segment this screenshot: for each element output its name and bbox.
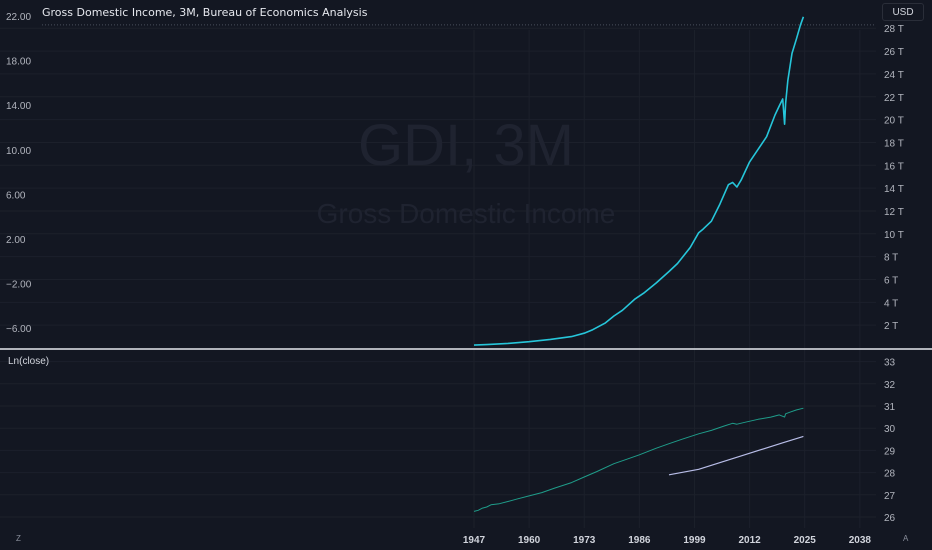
indicator-axis-tick: 26 bbox=[884, 513, 896, 524]
left-axis-tick: 10.00 bbox=[6, 146, 31, 157]
x-axis-tick: 2012 bbox=[738, 535, 761, 546]
x-axis-tick: 1986 bbox=[628, 535, 651, 546]
x-axis-tick: 1973 bbox=[573, 535, 596, 546]
left-axis-tick: −2.00 bbox=[6, 280, 32, 291]
indicator-pane-label: Ln(close) bbox=[8, 356, 50, 367]
indicator-axis-tick: 31 bbox=[884, 402, 896, 413]
secondary-line bbox=[668, 435, 804, 476]
x-axis-tick: 2038 bbox=[849, 535, 872, 546]
left-axis-tick: 14.00 bbox=[6, 101, 31, 112]
right-axis-tick: 18 T bbox=[884, 138, 904, 149]
zoom-corner-label[interactable]: Z bbox=[16, 534, 21, 543]
x-axis-tick: 2025 bbox=[794, 535, 817, 546]
left-axis-tick: −6.00 bbox=[6, 324, 32, 335]
left-axis-tick: 6.00 bbox=[6, 190, 26, 201]
indicator-axis-tick: 32 bbox=[884, 380, 896, 391]
gdi-line bbox=[473, 16, 805, 346]
right-axis-tick: 20 T bbox=[884, 116, 904, 127]
right-axis-tick: 4 T bbox=[884, 298, 898, 309]
x-axis-tick: 1947 bbox=[463, 535, 486, 546]
indicator-axis-tick: 29 bbox=[884, 446, 896, 457]
chart-title: Gross Domestic Income, 3M, Bureau of Eco… bbox=[42, 6, 368, 19]
right-axis-tick: 24 T bbox=[884, 70, 904, 81]
indicator-axis-tick: 28 bbox=[884, 469, 896, 480]
right-axis-tick: 12 T bbox=[884, 207, 904, 218]
right-axis-tick: 26 T bbox=[884, 47, 904, 58]
right-axis-tick: 28 T bbox=[884, 24, 904, 35]
right-axis-tick: 2 T bbox=[884, 321, 898, 332]
indicator-axis-tick: 27 bbox=[884, 491, 896, 502]
indicator-axis-tick: 33 bbox=[884, 358, 896, 369]
left-axis-tick: 22.00 bbox=[6, 12, 31, 23]
right-axis-tick: 22 T bbox=[884, 93, 904, 104]
left-axis-tick: 18.00 bbox=[6, 57, 31, 68]
right-axis-tick: 8 T bbox=[884, 253, 898, 264]
left-axis-tick: 2.00 bbox=[6, 235, 26, 246]
right-axis-tick: 14 T bbox=[884, 184, 904, 195]
indicator-axis-tick: 30 bbox=[884, 424, 896, 435]
x-axis-tick: 1960 bbox=[518, 535, 541, 546]
currency-button[interactable]: USD bbox=[882, 3, 924, 21]
right-axis-tick: 6 T bbox=[884, 275, 898, 286]
auto-scale-corner-label[interactable]: A bbox=[903, 534, 909, 543]
right-axis-tick: 10 T bbox=[884, 230, 904, 241]
ln-close-line bbox=[473, 407, 804, 512]
x-axis-tick: 1999 bbox=[683, 535, 706, 546]
right-axis-tick: 16 T bbox=[884, 161, 904, 172]
